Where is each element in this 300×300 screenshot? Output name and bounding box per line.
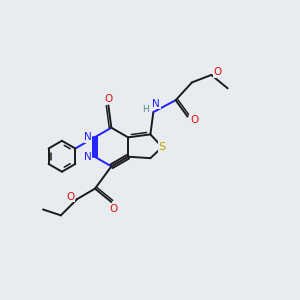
Text: N: N bbox=[84, 132, 92, 142]
Text: N: N bbox=[152, 99, 160, 109]
Text: S: S bbox=[159, 142, 166, 152]
Text: O: O bbox=[67, 192, 75, 202]
Text: O: O bbox=[190, 115, 198, 124]
Text: O: O bbox=[214, 67, 222, 77]
Text: O: O bbox=[104, 94, 112, 104]
Text: N: N bbox=[84, 152, 92, 162]
Text: O: O bbox=[110, 204, 118, 214]
Text: H: H bbox=[142, 105, 149, 114]
